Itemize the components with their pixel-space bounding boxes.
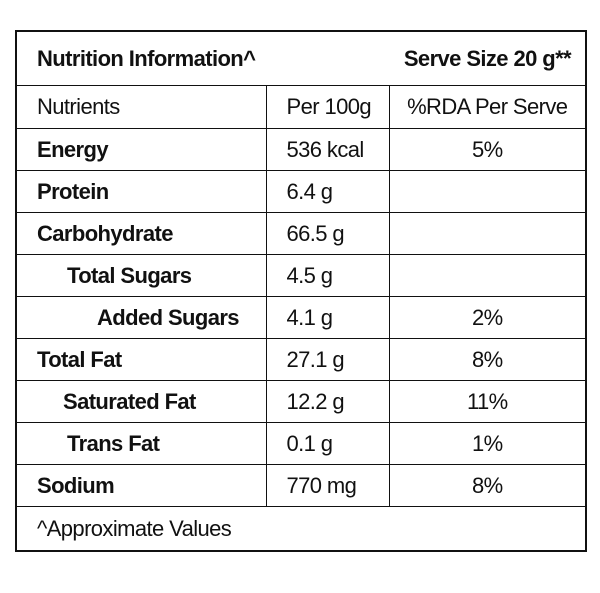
rda: 8% [388, 338, 587, 381]
column-header: Nutrients [15, 85, 267, 129]
row: Trans Fat 0.1 g 1% [15, 422, 587, 465]
nutrient: Sodium [15, 464, 267, 507]
per-100g: 0.1 g [265, 422, 390, 465]
nutrient: Carbohydrate [15, 212, 267, 255]
rda: 11% [388, 380, 587, 423]
nutrient: Trans Fat [15, 422, 267, 465]
serve-size: Serve Size 20 g** [403, 45, 572, 71]
nutrient: Total Fat [15, 338, 267, 381]
row: Total Sugars 4.5 g [15, 254, 587, 297]
row: Total Fat 27.1 g 8% [15, 338, 587, 381]
row: Sodium 770 mg 8% [15, 464, 587, 507]
rda: 2% [388, 296, 587, 339]
title-row: Nutrition Information^ Serve Size 20 g** [15, 30, 587, 86]
rda [388, 254, 587, 297]
row: Carbohydrate 66.5 g [15, 212, 587, 255]
per-100g: 12.2 g [265, 380, 390, 423]
per-100g: 66.5 g [265, 212, 390, 255]
rda [388, 212, 587, 255]
per-100g: 536 kcal [265, 128, 390, 171]
rda: 8% [388, 464, 587, 507]
nutrient: Energy [15, 128, 267, 171]
per-100g: 4.1 g [265, 296, 390, 339]
rda: 1% [388, 422, 587, 465]
per-100g: 4.5 g [265, 254, 390, 297]
title: Nutrition Information^ [37, 45, 256, 71]
footer: ^Approximate Values [15, 506, 587, 552]
column-header: Per 100g [265, 85, 390, 129]
nutrition-table: Nutrition Information^ Serve Size 20 g**… [15, 30, 587, 552]
column-header: %RDA Per Serve [388, 85, 587, 129]
footer-row: ^Approximate Values [15, 506, 587, 552]
title-cell: Nutrition Information^ Serve Size 20 g** [15, 30, 587, 86]
column-header-row: Nutrients Per 100g %RDA Per Serve [15, 85, 587, 129]
row: Energy 536 kcal 5% [15, 128, 587, 171]
row: Added Sugars 4.1 g 2% [15, 296, 587, 339]
per-100g: 27.1 g [265, 338, 390, 381]
row: Saturated Fat 12.2 g 11% [15, 380, 587, 423]
nutrient: Total Sugars [15, 254, 267, 297]
per-100g: 6.4 g [265, 170, 390, 213]
nutrient: Added Sugars [15, 296, 267, 339]
rda [388, 170, 587, 213]
row: Protein 6.4 g [15, 170, 587, 213]
nutrient: Protein [15, 170, 267, 213]
nutrient: Saturated Fat [15, 380, 267, 423]
rda: 5% [388, 128, 587, 171]
per-100g: 770 mg [265, 464, 390, 507]
